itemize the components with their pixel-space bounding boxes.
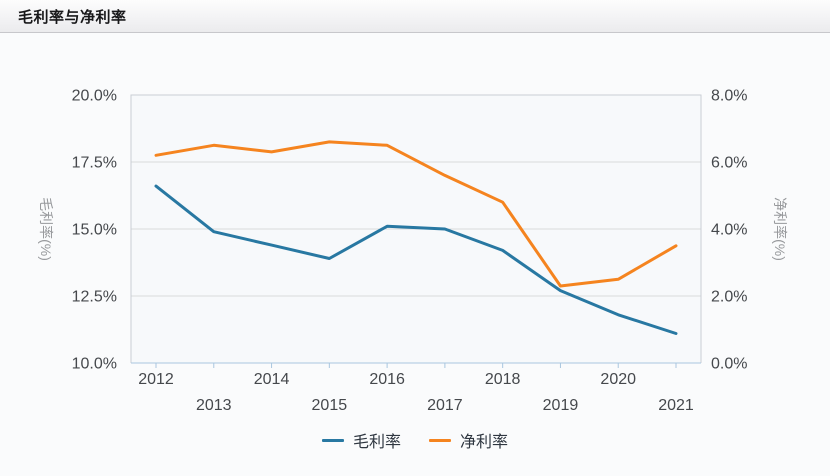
left-axis-tick-label: 10.0%: [72, 356, 117, 373]
chart-header: 毛利率与净利率: [0, 0, 830, 33]
legend-label: 净利率: [460, 434, 509, 451]
x-axis-tick-label: 2017: [427, 397, 463, 414]
x-axis-tick-label: 2021: [658, 397, 694, 414]
plot-border: [130, 94, 702, 363]
right-axis-tick-label: 6.0%: [711, 155, 747, 172]
series-line-毛利率: [154, 184, 678, 335]
x-axis-tick-label: 2014: [254, 371, 290, 388]
x-axis-tick-label: 2018: [485, 371, 521, 388]
left-axis-tick-label: 17.5%: [72, 155, 117, 172]
right-axis-title: 净利率(%): [772, 197, 788, 261]
x-axis-tick-label: 2015: [312, 397, 348, 414]
x-axis-tick-label: 2016: [369, 371, 405, 388]
legend-label: 毛利率: [352, 434, 401, 451]
left-axis-tick-label: 15.0%: [72, 222, 117, 239]
x-axis-tick-label: 2013: [196, 397, 232, 414]
right-axis-tick-label: 2.0%: [711, 289, 747, 306]
left-axis-tick-label: 12.5%: [72, 289, 117, 306]
series-line-净利率: [154, 140, 678, 288]
x-axis-tick-label: 2012: [138, 371, 174, 388]
chart-legend: 毛利率 净利率: [0, 428, 830, 452]
net-margin-line-swatch: [429, 438, 451, 442]
legend-item-gross-margin[interactable]: 毛利率: [321, 428, 401, 452]
x-axis-tick-label: 2020: [600, 371, 636, 388]
right-axis-tick-label: 4.0%: [711, 222, 747, 239]
left-axis-tick-label: 20.0%: [72, 88, 117, 105]
gross-margin-line-swatch: [321, 438, 344, 442]
chart-title: 毛利率与净利率: [18, 8, 127, 26]
x-axis-tick-label: 2019: [543, 397, 579, 414]
chart-area: 20.0% 17.5% 15.0% 12.5% 10.0% 8.0% 6.0% 4.0% 2.0…: [0, 33, 830, 476]
left-axis-title: 毛利率(%): [38, 197, 54, 261]
right-axis-tick-label: 0.0%: [711, 356, 747, 373]
line-chart: 20.0% 17.5% 15.0% 12.5% 10.0% 8.0% 6.0% 4.0% 2.0…: [72, 88, 748, 415]
legend-item-net-margin[interactable]: 净利率: [429, 428, 508, 452]
right-axis-tick-label: 8.0%: [711, 88, 747, 105]
